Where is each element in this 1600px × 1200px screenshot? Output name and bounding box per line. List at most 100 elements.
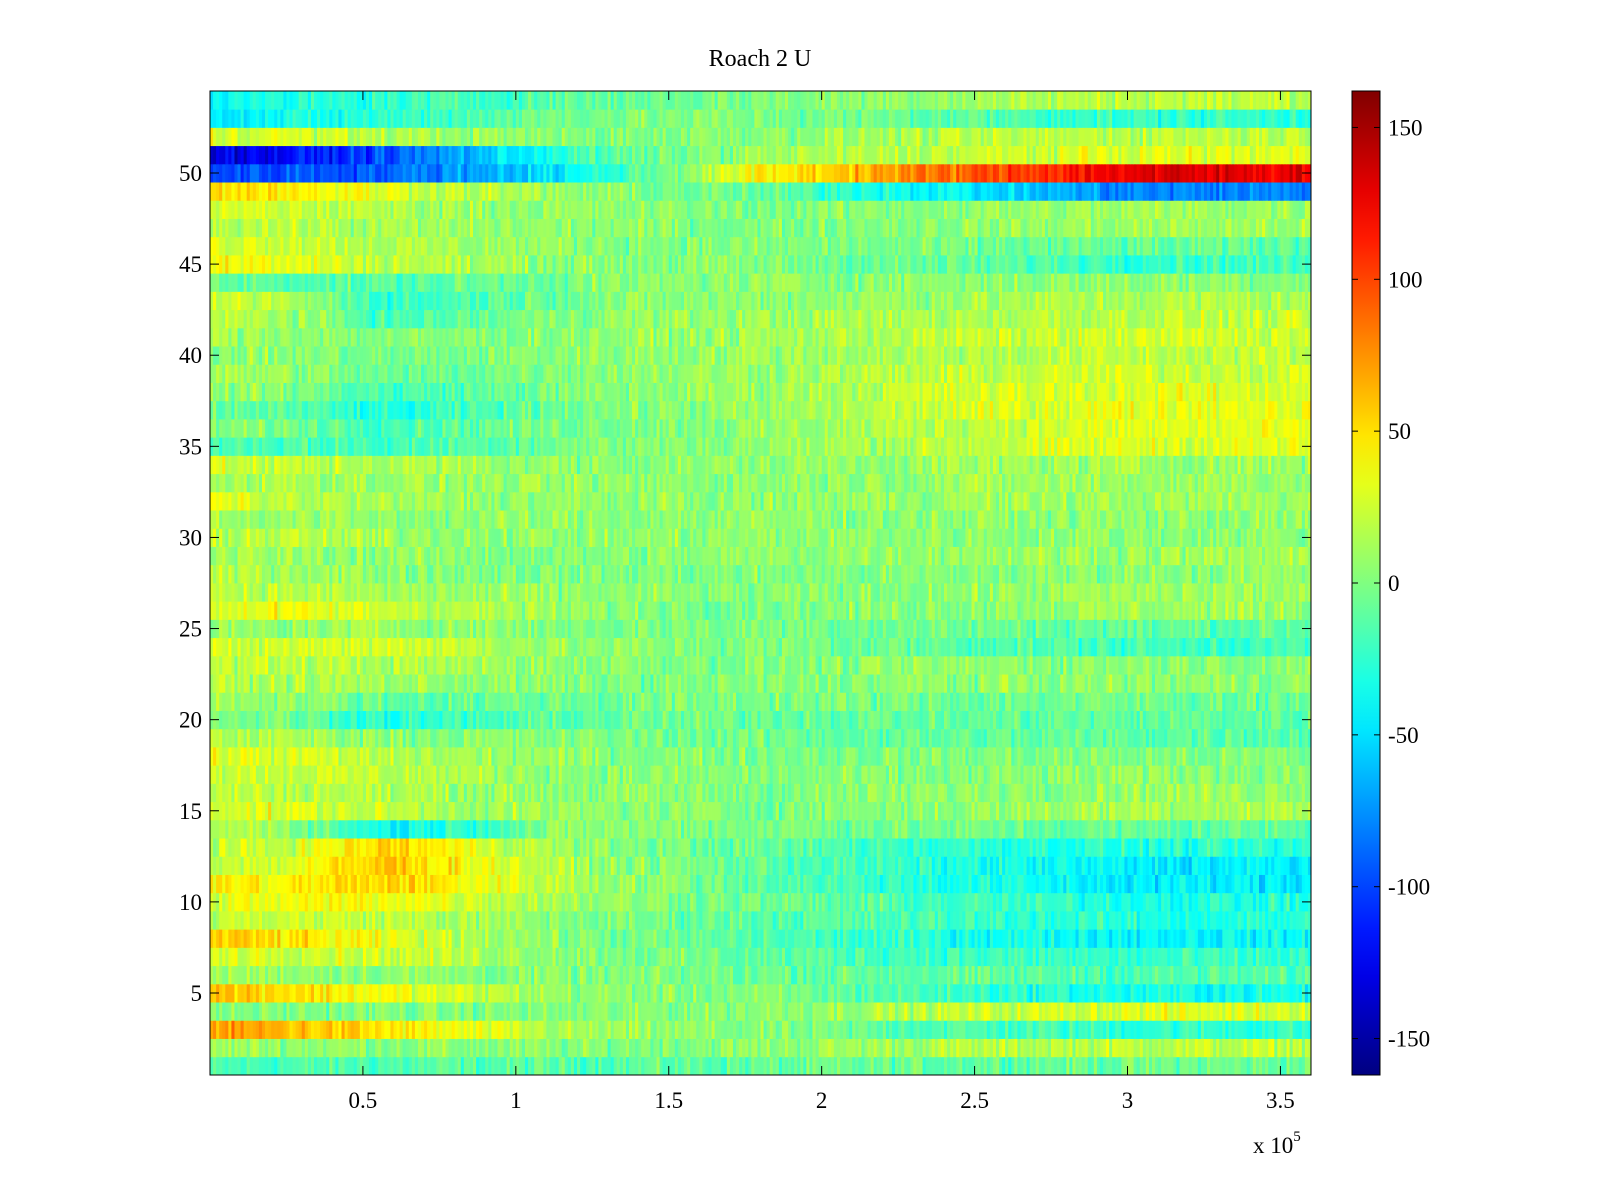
heatmap-cell [861,874,865,894]
heatmap-cell [430,819,434,839]
heatmap-cell [1002,892,1006,912]
heatmap-cell [748,1020,752,1039]
heatmap-cell [616,1038,621,1058]
heatmap-cell [742,965,746,985]
heatmap-cell [739,1038,743,1058]
heatmap-cell [372,892,376,912]
heatmap-cell [928,983,933,1003]
heatmap-cell [959,947,963,967]
heatmap-cell [1118,911,1122,930]
heatmap-cell [577,1056,581,1076]
heatmap-cell [910,1002,914,1021]
heatmap-cell [895,838,899,857]
heatmap-cell [225,838,229,857]
heatmap-cell [910,819,914,839]
heatmap-cell [638,1056,642,1076]
heatmap-cell [473,911,477,930]
heatmap-cell [806,838,810,857]
heatmap-cell [659,965,664,985]
heatmap-cell [1130,874,1135,894]
heatmap-cell [540,1020,544,1039]
heatmap-cell [274,947,278,967]
heatmap-cell [705,1056,709,1076]
heatmap-cell [1216,1038,1220,1058]
heatmap-cell [904,1002,908,1021]
heatmap-cell [1057,929,1061,948]
heatmap-cell [1304,1020,1309,1039]
heatmap-cell [647,1002,651,1021]
heatmap-cell [255,947,260,967]
heatmap-cell [690,856,694,875]
heatmap-cell [888,983,893,1003]
heatmap-cell [1136,819,1141,839]
heatmap-cell [1090,1002,1095,1021]
heatmap-cell [858,911,862,930]
heatmap-cell [1225,911,1229,930]
heatmap-cell [1032,911,1037,930]
heatmap-cell [616,819,621,839]
heatmap-cell [439,965,443,985]
heatmap-cell [332,1038,336,1058]
heatmap-cell [567,965,572,985]
heatmap-cell [1155,1002,1159,1021]
heatmap-cell [228,856,232,875]
heatmap-cell [378,1056,382,1076]
heatmap-cell [1228,1020,1232,1039]
heatmap-cell [956,929,960,948]
heatmap-cell [812,947,816,967]
heatmap-cell [384,856,388,875]
heatmap-cell [601,819,605,839]
heatmap-cell [1292,1020,1297,1039]
heatmap-cell [1161,929,1165,948]
heatmap-cell [849,892,853,912]
heatmap-cell [980,947,985,967]
heatmap-cell [861,965,865,985]
heatmap-cell [1044,947,1049,967]
heatmap-cell [1228,874,1232,894]
heatmap-cell [1133,838,1138,857]
heatmap-cell [901,929,905,948]
heatmap-cell [827,929,832,948]
heatmap-cell [892,874,896,894]
heatmap-cell [411,929,416,948]
heatmap-cell [1173,965,1177,985]
heatmap-cell [1084,947,1089,967]
heatmap-cell [638,1002,642,1021]
heatmap-cell [1182,856,1187,875]
heatmap-cell [261,1038,266,1058]
heatmap-cell [255,838,260,857]
heatmap-cell [518,911,523,930]
heatmap-cell [794,983,798,1003]
heatmap-cell [937,856,942,875]
heatmap-cell [680,965,685,985]
heatmap-cell [1255,856,1260,875]
heatmap-cell [436,929,440,948]
heatmap-cell [332,965,336,985]
heatmap-cell [604,892,608,912]
heatmap-cell [687,1056,691,1076]
heatmap-cell [231,1038,235,1058]
heatmap-cell [736,874,740,894]
heatmap-cell [586,874,590,894]
heatmap-cell [570,1056,575,1076]
heatmap-cell [1158,1020,1162,1039]
heatmap-cell [525,965,529,985]
heatmap-cell [1225,983,1229,1003]
heatmap-cell [717,892,722,912]
heatmap-cell [953,874,957,894]
heatmap-cell [1109,983,1113,1003]
heatmap-cell [301,1020,306,1039]
heatmap-cell [258,911,263,930]
heatmap-cell [249,874,254,894]
heatmap-cell [485,838,489,857]
heatmap-cell [1191,892,1196,912]
heatmap-cell [216,1056,220,1076]
heatmap-cell [1219,1020,1223,1039]
heatmap-cell [797,874,801,894]
heatmap-cell [353,1002,358,1021]
heatmap-cell [359,983,364,1003]
heatmap-cell [1298,838,1303,857]
heatmap-cell [879,892,884,912]
heatmap-cell [732,874,737,894]
heatmap-cell [644,838,648,857]
